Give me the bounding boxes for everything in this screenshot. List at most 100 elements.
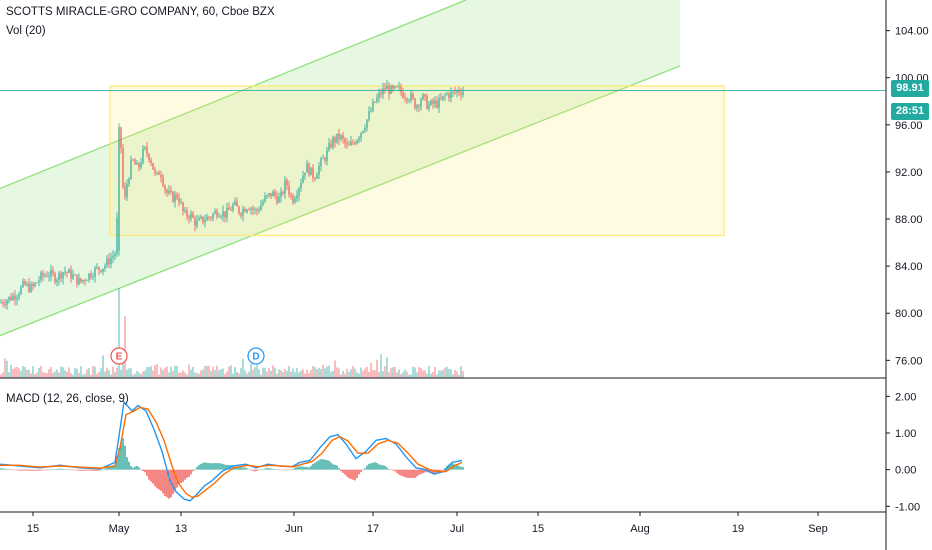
volume-bar	[430, 373, 432, 378]
volume-bar	[96, 373, 98, 378]
candle	[294, 198, 296, 203]
candle	[252, 208, 254, 210]
volume-bar	[100, 368, 102, 378]
candle	[186, 210, 188, 217]
macd-histogram-bar	[340, 469, 342, 472]
earnings-marker-circle[interactable]	[110, 347, 128, 365]
candle	[134, 159, 136, 165]
volume-bar	[212, 366, 214, 378]
candle	[308, 163, 310, 176]
price-tick-label: 96.00	[895, 120, 923, 132]
macd-histogram-bar	[324, 459, 326, 470]
volume-bar	[76, 368, 78, 378]
macd-pane[interactable]	[0, 400, 464, 502]
candle	[74, 274, 76, 276]
candle	[160, 174, 162, 178]
volume-bar	[354, 368, 356, 378]
volume-bar	[448, 368, 450, 378]
macd-histogram-bar	[100, 469, 102, 471]
volume-bar	[26, 369, 28, 378]
candle	[456, 90, 458, 93]
macd-histogram-bar	[244, 467, 246, 470]
macd-histogram-bar	[148, 469, 150, 480]
candle	[342, 135, 344, 139]
candle	[212, 213, 214, 218]
candle	[426, 96, 428, 109]
volume-bar	[318, 367, 320, 378]
dividend-marker[interactable]: D	[247, 347, 265, 365]
volume-bar	[34, 374, 36, 378]
macd-histogram-bar	[26, 469, 28, 471]
volume-bar	[148, 367, 150, 378]
macd-histogram-bar	[264, 468, 266, 470]
candle	[0, 302, 2, 304]
candle	[394, 86, 396, 89]
time-axis[interactable]: 15 May 13 Jun 17 Jul 15 Aug 19 Sep	[27, 512, 828, 535]
candle	[52, 269, 54, 274]
price-pane[interactable]	[0, 0, 886, 337]
channel-upper-line[interactable]	[0, 0, 467, 190]
macd-histogram-bar	[112, 465, 114, 470]
volume-bar	[350, 369, 352, 378]
candle	[296, 195, 298, 199]
volume-bar	[166, 366, 168, 378]
volume-bar	[292, 368, 294, 378]
time-tick-label: Sep	[808, 523, 828, 535]
dividend-marker-circle[interactable]	[247, 347, 265, 365]
earnings-marker[interactable]: E	[110, 347, 128, 365]
candle	[382, 88, 384, 95]
signal-line[interactable]	[0, 406, 463, 498]
candle	[4, 304, 6, 305]
volume-bar	[138, 372, 140, 378]
candle	[206, 216, 208, 221]
candle	[166, 189, 168, 194]
candle	[318, 166, 320, 176]
macd-histogram-bar	[150, 469, 152, 482]
candle	[406, 98, 408, 101]
candle	[298, 188, 300, 196]
macd-histogram-bar	[286, 469, 288, 471]
volume-bar	[278, 369, 280, 378]
macd-histogram-bar	[88, 469, 90, 471]
time-tick-label: Aug	[630, 523, 650, 535]
candle	[306, 163, 308, 173]
candle	[358, 137, 360, 141]
volume-bar	[252, 369, 254, 378]
volume-bar	[70, 373, 72, 378]
macd-histogram-bar	[70, 469, 72, 471]
candle	[412, 93, 414, 99]
volume-bar	[132, 374, 134, 378]
volume-bar	[48, 369, 50, 378]
macd-histogram-bar	[256, 469, 258, 471]
macd-histogram-bar	[104, 468, 106, 470]
macd-histogram-bar	[86, 469, 88, 471]
macd-histogram-bar	[374, 462, 376, 470]
macd-line[interactable]	[0, 400, 463, 502]
candle	[214, 211, 216, 214]
candle	[82, 280, 84, 282]
candle	[208, 216, 210, 218]
macd-histogram-bar	[326, 460, 328, 470]
macd-histogram-bar	[298, 466, 300, 470]
candle	[118, 127, 120, 251]
candle	[384, 88, 386, 90]
volume-bar	[460, 366, 462, 378]
channel-lower-line[interactable]	[0, 65, 681, 337]
volume-bar	[310, 369, 312, 378]
candle	[50, 269, 52, 277]
candle	[440, 98, 442, 100]
volume-bar	[364, 368, 366, 378]
macd-histogram-bar	[388, 468, 390, 470]
volume-bar	[90, 374, 92, 378]
volume-bar	[424, 370, 426, 378]
candle	[352, 141, 354, 143]
volume-bar	[218, 370, 220, 378]
candle	[90, 273, 92, 278]
volume-bar	[108, 370, 110, 378]
macd-histogram-bar	[78, 469, 80, 471]
candle	[234, 201, 236, 205]
macd-histogram-bar	[358, 469, 360, 475]
dividend-marker-label: D	[252, 352, 259, 363]
